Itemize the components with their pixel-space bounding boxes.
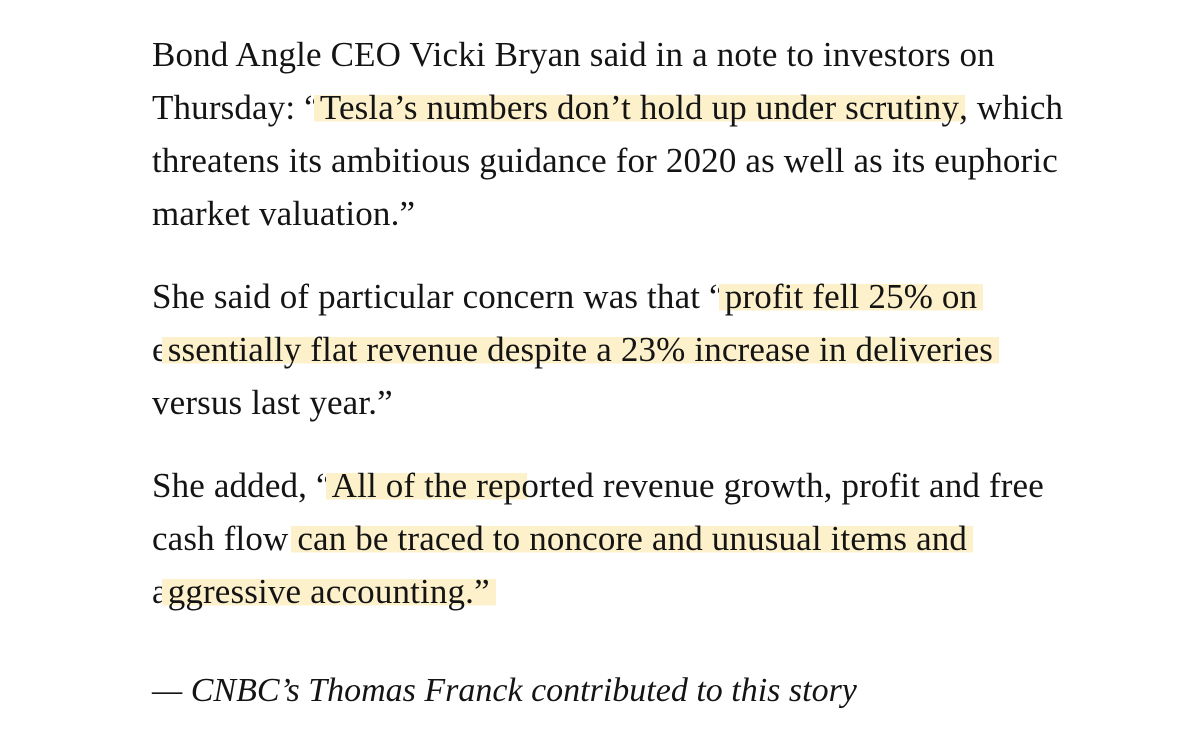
text-line: threatens its ambitious guidance for 202… [152,134,1152,187]
text-span: orted revenue growth, profit and free [521,466,1044,505]
highlighted-quote[interactable]: Tesla’s numbers don’t hold up under scru… [313,88,966,127]
text-line: She said of particular concern was that … [152,270,1152,323]
highlighted-quote[interactable]: can be traced to noncore and unusual ite… [291,519,974,558]
article-excerpt: Bond Angle CEO Vicki Bryan said in a not… [152,28,1152,618]
text-span: Thursday: “ [152,88,320,127]
text-span: Bond Angle CEO Vicki Bryan said in a not… [152,35,995,74]
paragraph-revenue-growth: She added, “All of the reported revenue … [152,459,1152,618]
paragraph-profit-concern: She said of particular concern was that … [152,270,1152,429]
highlighted-quote[interactable]: profit fell 25% on [718,277,984,316]
text-line: Bond Angle CEO Vicki Bryan said in a not… [152,28,1152,81]
text-span: She added, “ [152,466,332,505]
text-span: , which [959,88,1064,127]
text-line: aggressive accounting.” [152,565,1152,618]
text-span: market valuation.” [152,194,416,233]
text-line: essentially flat revenue despite a 23% i… [152,323,1152,376]
text-line: market valuation.” [152,187,1152,240]
highlighted-quote[interactable]: All of the rep [325,466,528,505]
text-span: cash flow [152,519,298,558]
text-span: She said of particular concern was that … [152,277,725,316]
highlighted-quote[interactable]: ssentially flat revenue despite a 23% in… [161,330,1000,369]
highlighted-quote[interactable]: ggressive accounting.” [161,572,496,611]
text-line: Thursday: “Tesla’s numbers don’t hold up… [152,81,1152,134]
text-line: She added, “All of the reported revenue … [152,459,1152,512]
text-line: versus last year.” [152,376,1152,429]
text-span: threatens its ambitious guidance for 202… [152,141,1058,180]
text-line: cash flow can be traced to noncore and u… [152,512,1152,565]
paragraph-bryan-note: Bond Angle CEO Vicki Bryan said in a not… [152,28,1152,240]
contributor-credit: — CNBC’s Thomas Franck contributed to th… [152,672,857,709]
text-span: versus last year.” [152,383,393,422]
